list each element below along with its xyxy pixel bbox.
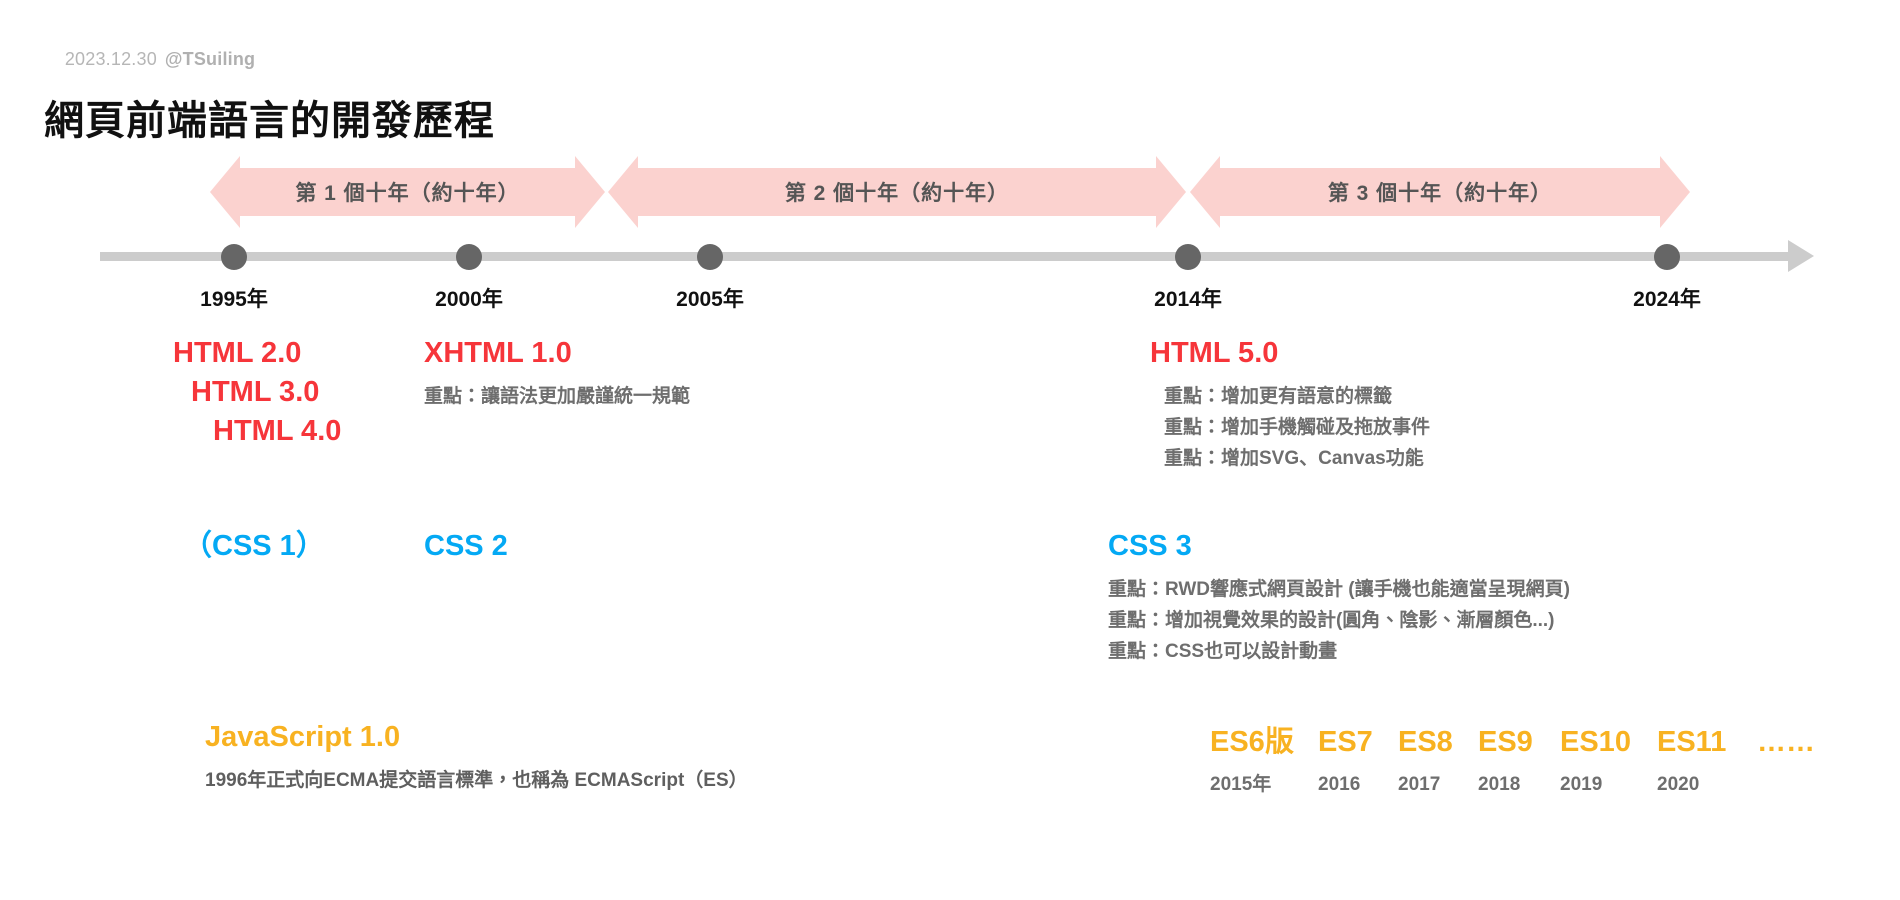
js-1995-block: JavaScript 1.0 1996年正式向ECMA提交語言標準，也稱為 EC… (205, 718, 748, 797)
es-name-es8: ES8 (1398, 726, 1453, 758)
page-title: 網頁前端語言的開發歷程 (44, 99, 495, 144)
axis-year-2014: 2014年 (1154, 288, 1222, 311)
html5-note-3: 重點：增加SVG、Canvas功能 (1164, 447, 1424, 469)
css3-note-3: 重點：CSS也可以設計動畫 (1108, 640, 1338, 662)
arrow-left-icon (608, 156, 638, 228)
html-2000-block: XHTML 1.0 重點：讓語法更加嚴謹統一規範 (424, 334, 690, 413)
es-name-ellipsis: …… (1757, 726, 1815, 758)
es-version-table: ES6版 ES7 ES8 ES9 ES10 ES11 …… 2015年 2016… (1210, 718, 1815, 796)
css1-title: （CSS 1） (183, 530, 325, 562)
byline-handle: @TSuiling (164, 48, 256, 69)
es-year-2017: 2017 (1398, 774, 1441, 795)
axis-dot-2005 (697, 244, 723, 270)
html-1995-versions: HTML 2.0 HTML 3.0 HTML 4.0 (173, 334, 341, 451)
arrow-left-icon (210, 156, 240, 228)
axis-year-2000: 2000年 (435, 288, 503, 311)
html-version-3: HTML 3.0 (191, 376, 320, 409)
byline-date: 2023.12.30 (64, 48, 157, 69)
css3-note-2: 重點：增加視覺效果的設計(圓角、陰影、漸層顏色...) (1108, 609, 1555, 631)
javascript-title: JavaScript 1.0 (205, 721, 401, 753)
es-year-2016: 2016 (1318, 774, 1361, 795)
html5-title: HTML 5.0 (1150, 337, 1279, 369)
html-version-2: HTML 2.0 (173, 337, 302, 369)
axis-dot-2014 (1175, 244, 1201, 270)
es-name-es10: ES10 (1560, 726, 1631, 758)
decade-band-2: 第 2 個十年（約十年） (608, 156, 1186, 228)
axis-arrow-icon (1788, 240, 1814, 272)
css3-note-1: 重點：RWD響應式網頁設計 (讓手機也能適當呈現網頁) (1108, 579, 1570, 601)
css2-title: CSS 2 (424, 530, 508, 562)
axis-year-1995: 1995年 (200, 288, 268, 311)
xhtml-title: XHTML 1.0 (424, 337, 572, 369)
es-year-2020: 2020 (1657, 774, 1700, 795)
es-version-years-row: 2015年 2016 2017 2018 2019 2020 (1210, 769, 1815, 796)
decade-band-3: 第 3 個十年（約十年） (1190, 156, 1690, 228)
arrow-right-icon (575, 156, 605, 228)
arrow-right-icon (1156, 156, 1186, 228)
html-2014-block: HTML 5.0 重點：增加更有語意的標籤 重點：增加手機觸碰及拖放事件 重點：… (1150, 334, 1430, 474)
byline: 2023.12.30 @TSuiling (44, 30, 944, 89)
es-name-es9: ES9 (1478, 726, 1533, 758)
es-year-2019: 2019 (1560, 774, 1603, 795)
es-name-es6: ES6版 (1210, 726, 1294, 758)
axis-year-2005: 2005年 (676, 288, 744, 311)
html-version-4: HTML 4.0 (213, 415, 342, 448)
decade-band-1: 第 1 個十年（約十年） (210, 156, 605, 228)
axis-year-2024: 2024年 (1633, 288, 1701, 311)
es-year-2018: 2018 (1478, 774, 1521, 795)
xhtml-note-1: 重點：讓語法更加嚴謹統一規範 (424, 386, 691, 408)
page-header: 2023.12.30 @TSuiling 網頁前端語言的開發歷程 (44, 30, 944, 145)
css-2014-block: CSS 3 重點：RWD響應式網頁設計 (讓手機也能適當呈現網頁) 重點：增加視… (1108, 527, 1570, 667)
decade-band-3-label: 第 3 個十年（約十年） (1327, 182, 1553, 205)
arrow-right-icon (1660, 156, 1690, 228)
axis-dot-1995 (221, 244, 247, 270)
es-name-es7: ES7 (1318, 726, 1373, 758)
decade-band-1-label: 第 1 個十年（約十年） (295, 182, 520, 205)
html5-note-2: 重點：增加手機觸碰及拖放事件 (1164, 416, 1431, 438)
css3-title: CSS 3 (1108, 530, 1192, 562)
html5-note-1: 重點：增加更有語意的標籤 (1164, 386, 1393, 408)
axis-dot-2024 (1654, 244, 1680, 270)
timeline-axis (100, 252, 1790, 261)
javascript-note-1: 1996年正式向ECMA提交語言標準，也稱為 ECMAScript（ES） (205, 770, 748, 792)
arrow-left-icon (1190, 156, 1220, 228)
es-name-es11: ES11 (1657, 726, 1727, 758)
axis-dot-2000 (456, 244, 482, 270)
css-1995-block: （CSS 1） (183, 527, 325, 566)
es-year-2015: 2015年 (1210, 774, 1272, 795)
es-version-names-row: ES6版 ES7 ES8 ES9 ES10 ES11 …… (1210, 718, 1815, 760)
decade-band-2-label: 第 2 個十年（約十年） (784, 182, 1010, 205)
css-2000-block: CSS 2 (424, 527, 508, 566)
